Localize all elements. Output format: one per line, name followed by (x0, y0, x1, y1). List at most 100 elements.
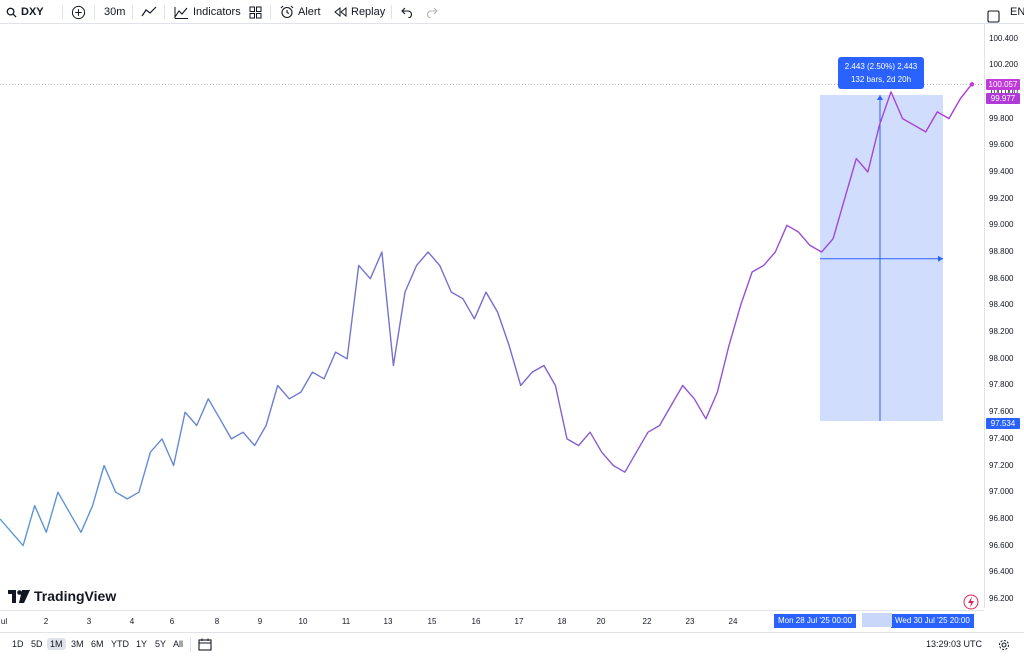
range-button-6m[interactable]: 6M (91, 639, 104, 649)
utc-clock[interactable]: 13:29:03 UTC (925, 639, 982, 649)
compare-symbol-button[interactable] (71, 0, 86, 24)
time-tick-label: ul (0, 617, 8, 626)
toolbar-divider (94, 5, 95, 19)
range-button-1d[interactable]: 1D (12, 639, 24, 649)
alarm-clock-icon (280, 5, 294, 19)
price-tick-label: 97.200 (989, 460, 1014, 470)
last-price-point (969, 82, 975, 87)
toolbar-divider (391, 5, 392, 19)
time-range-highlight (862, 613, 892, 627)
price-tick-label: 98.800 (989, 247, 1014, 257)
search-icon (6, 7, 17, 18)
calendar-icon (198, 638, 212, 651)
time-tick-label: 22 (642, 617, 652, 626)
indicators-button[interactable]: Indicators (174, 0, 241, 24)
interval-label: 30m (104, 6, 126, 18)
time-tick-label: 2 (43, 617, 49, 626)
time-tick-label: 8 (214, 617, 220, 626)
price-tick-label: 100.200 (989, 60, 1018, 70)
tradingview-logo-icon (8, 589, 30, 603)
bottom-toolbar: 13:29:03 UTC 1D 5D 1M 3M 6M YTD 1Y 5Y All (0, 632, 1024, 656)
toolbar-divider (164, 5, 165, 19)
lightning-button[interactable] (963, 594, 979, 615)
toolbar-divider (62, 5, 63, 19)
price-tick-label: 96.800 (989, 513, 1014, 523)
time-tick-label: 10 (298, 617, 308, 626)
time-range-start-label: Mon 28 Jul '25 00:00 (774, 614, 857, 628)
indicators-icon (174, 6, 189, 19)
symbol-search-button[interactable]: DXY (6, 0, 44, 24)
interval-button[interactable]: 30m (104, 0, 125, 24)
square-icon (987, 9, 1000, 23)
toolbar-divider (270, 5, 271, 19)
time-axis[interactable]: 24 23 22 20 18 17 16 15 13 11 10 9 8 6 4 3 2 ul Mon 28 Ju… (0, 610, 984, 632)
alert-button[interactable]: Alert (280, 0, 321, 24)
time-tick-label: 13 (383, 617, 393, 626)
price-chart[interactable] (0, 24, 984, 608)
last-price-badge: 100.057 (986, 78, 1020, 90)
crosshair-price-badge: 99.977 (986, 93, 1020, 105)
range-button-5y[interactable]: 5Y (155, 639, 167, 649)
grid-icon (249, 6, 262, 19)
redo-button[interactable] (426, 0, 439, 24)
line-chart-icon (141, 6, 157, 18)
time-tick-label: 11 (341, 617, 351, 626)
gear-icon (998, 639, 1010, 651)
price-axis[interactable]: 100.400 100.200 100.000 99.800 99.600 99.400 9… (984, 24, 1024, 608)
layouts-button[interactable] (249, 0, 262, 24)
time-tick-label: 6 (169, 617, 175, 626)
language-label: EN (1010, 6, 1024, 18)
date-range-button[interactable] (198, 638, 212, 656)
replay-button[interactable]: Replay (334, 0, 385, 24)
bottombar-divider (190, 638, 191, 652)
tradingview-logo[interactable]: TradingView (8, 588, 116, 604)
price-tick-label: 97.000 (989, 487, 1014, 497)
time-range-end-label: Wed 30 Jul '25 20:00 (891, 614, 974, 628)
language-button[interactable]: EN (1010, 0, 1024, 24)
time-tick-label: 20 (596, 617, 606, 626)
fullscreen-button[interactable] (987, 4, 1000, 28)
measure-low-price-badge: 97.534 (986, 418, 1020, 430)
time-tick-label: 16 (471, 617, 481, 626)
price-tick-label: 98.600 (989, 273, 1014, 283)
measure-right-arrowhead (938, 255, 943, 262)
measure-bars-text: 132 bars, 2d 20h (850, 75, 912, 84)
range-button-ytd[interactable]: YTD (111, 639, 129, 649)
measure-range-box (820, 94, 943, 421)
price-tick-label: 100.000 (989, 86, 1018, 96)
lightning-icon (963, 594, 979, 610)
undo-icon (400, 7, 413, 18)
replay-label: Replay (351, 6, 386, 18)
price-tick-label: 96.400 (989, 567, 1014, 577)
time-tick-label: 24 (728, 617, 738, 626)
chart-type-button[interactable] (141, 0, 157, 24)
time-tick-label: 17 (514, 617, 524, 626)
range-button-1y[interactable]: 1Y (136, 639, 148, 649)
time-tick-label: 15 (427, 617, 437, 626)
price-tick-label: 99.600 (989, 140, 1014, 150)
time-tick-label: 4 (129, 617, 135, 626)
time-tick-label: 9 (257, 617, 263, 626)
plus-circle-icon (71, 5, 86, 20)
symbol-label: DXY (21, 6, 44, 18)
chart-settings-button[interactable] (998, 638, 1010, 656)
price-tick-label: 99.800 (989, 113, 1014, 123)
range-button-all[interactable]: All (173, 639, 184, 649)
time-tick-label: 3 (86, 617, 92, 626)
undo-button[interactable] (400, 0, 413, 24)
price-tick-label: 97.600 (989, 407, 1014, 417)
measure-up-arrowhead (877, 94, 883, 100)
range-button-3m[interactable]: 3M (71, 639, 84, 649)
price-tick-label: 99.200 (989, 193, 1014, 203)
price-tick-label: 96.200 (989, 594, 1014, 603)
price-tick-label: 98.000 (989, 353, 1014, 363)
rewind-icon (334, 7, 347, 17)
toolbar-divider (132, 5, 133, 19)
price-tick-label: 96.600 (989, 540, 1014, 550)
range-button-1m[interactable]: 1M (47, 638, 66, 650)
range-button-5d[interactable]: 5D (31, 639, 43, 649)
time-tick-label: 23 (685, 617, 695, 626)
time-tick-label: 18 (557, 617, 567, 626)
measure-change-text: 2.443 (2.50%) 2,443 (844, 62, 918, 71)
logo-text: TradingView (34, 588, 117, 604)
